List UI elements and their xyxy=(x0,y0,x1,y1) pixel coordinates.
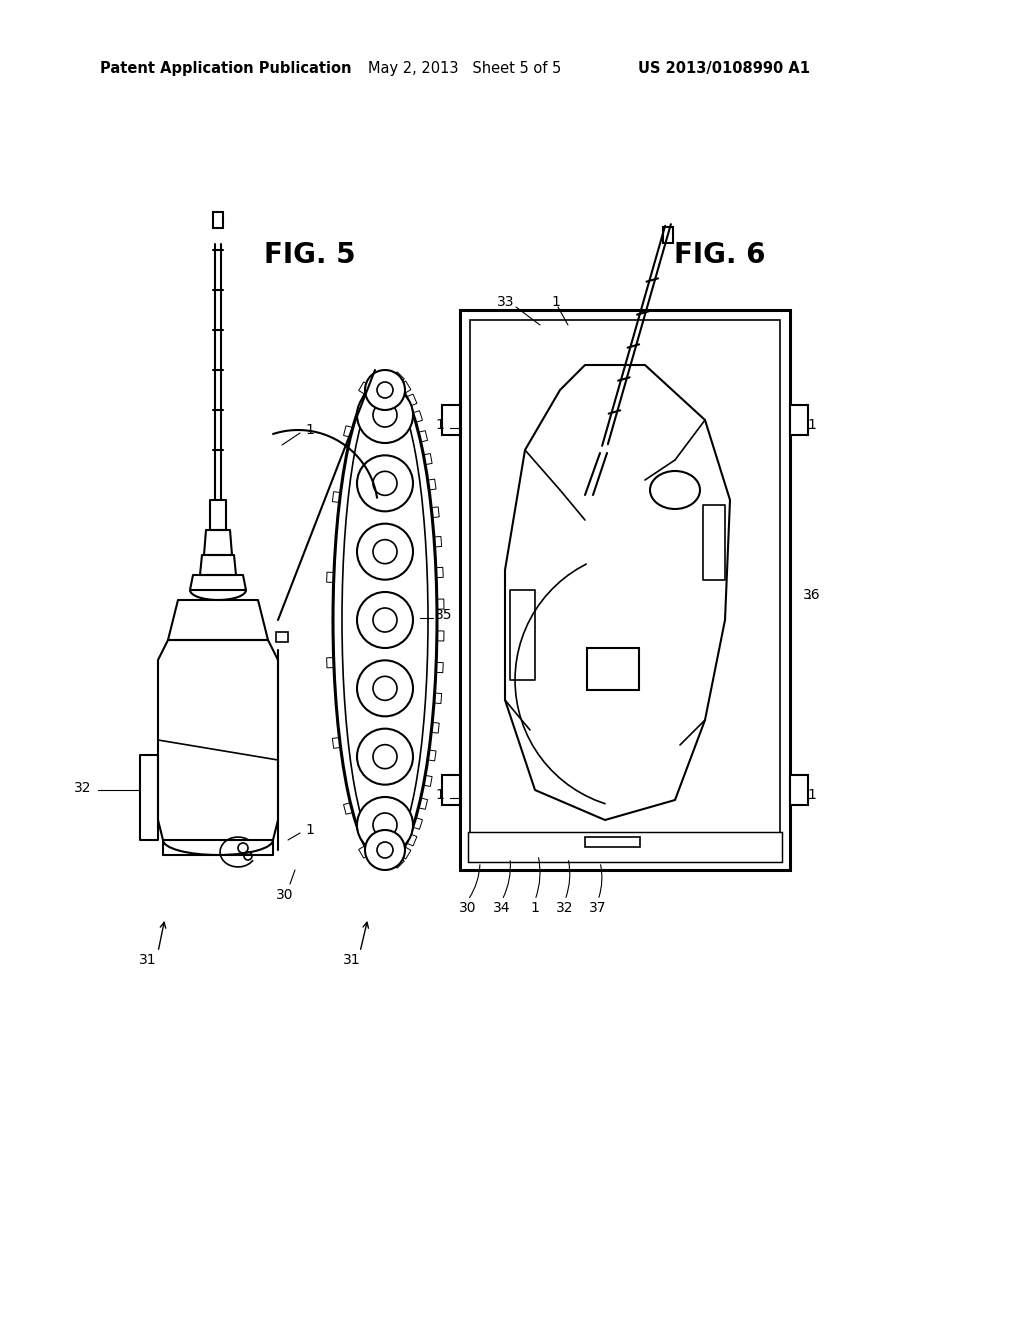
Polygon shape xyxy=(505,366,730,820)
Text: 1: 1 xyxy=(808,418,816,432)
Text: 34: 34 xyxy=(494,902,511,915)
Bar xyxy=(790,405,808,436)
Text: FIG. 5: FIG. 5 xyxy=(264,242,355,269)
Text: US 2013/0108990 A1: US 2013/0108990 A1 xyxy=(638,61,810,75)
Text: 35: 35 xyxy=(435,609,453,622)
Circle shape xyxy=(357,797,413,853)
Bar xyxy=(470,319,780,861)
Text: 1: 1 xyxy=(808,788,816,803)
Bar xyxy=(442,405,460,436)
Text: May 2, 2013   Sheet 5 of 5: May 2, 2013 Sheet 5 of 5 xyxy=(368,61,561,75)
Text: 1: 1 xyxy=(305,422,314,437)
Text: 1: 1 xyxy=(305,822,314,837)
Text: Patent Application Publication: Patent Application Publication xyxy=(100,61,351,75)
Bar xyxy=(790,775,808,805)
Bar xyxy=(460,310,790,870)
Text: 1: 1 xyxy=(552,294,560,309)
Circle shape xyxy=(357,387,413,444)
Text: 31: 31 xyxy=(139,953,157,968)
Text: 33: 33 xyxy=(498,294,515,309)
Text: 36: 36 xyxy=(803,587,821,602)
Circle shape xyxy=(365,370,406,411)
Circle shape xyxy=(357,591,413,648)
Circle shape xyxy=(357,660,413,717)
Text: 1: 1 xyxy=(530,902,540,915)
Text: 31: 31 xyxy=(343,953,360,968)
Circle shape xyxy=(357,524,413,579)
Bar xyxy=(585,837,640,847)
Text: FIG. 6: FIG. 6 xyxy=(674,242,766,269)
Bar xyxy=(663,227,673,243)
Bar xyxy=(442,775,460,805)
Bar xyxy=(213,213,223,228)
Circle shape xyxy=(365,830,406,870)
Bar xyxy=(468,832,782,862)
Text: 32: 32 xyxy=(75,781,92,795)
Circle shape xyxy=(357,729,413,784)
Bar xyxy=(276,632,288,642)
Circle shape xyxy=(357,455,413,511)
Text: 30: 30 xyxy=(276,888,294,902)
Text: 1: 1 xyxy=(435,788,444,803)
Text: 32: 32 xyxy=(556,902,573,915)
Text: 1: 1 xyxy=(435,418,444,432)
Bar xyxy=(587,648,639,690)
Text: 37: 37 xyxy=(589,902,607,915)
Text: 30: 30 xyxy=(459,902,477,915)
